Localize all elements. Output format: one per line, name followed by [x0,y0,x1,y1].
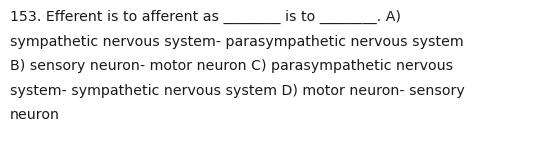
Text: B) sensory neuron- motor neuron C) parasympathetic nervous: B) sensory neuron- motor neuron C) paras… [10,59,453,73]
Text: 153. Efferent is to afferent as ________ is to ________. A): 153. Efferent is to afferent as ________… [10,10,401,24]
Text: neuron: neuron [10,108,60,122]
Text: system- sympathetic nervous system D) motor neuron- sensory: system- sympathetic nervous system D) mo… [10,84,465,98]
Text: sympathetic nervous system- parasympathetic nervous system: sympathetic nervous system- parasympathe… [10,35,464,49]
